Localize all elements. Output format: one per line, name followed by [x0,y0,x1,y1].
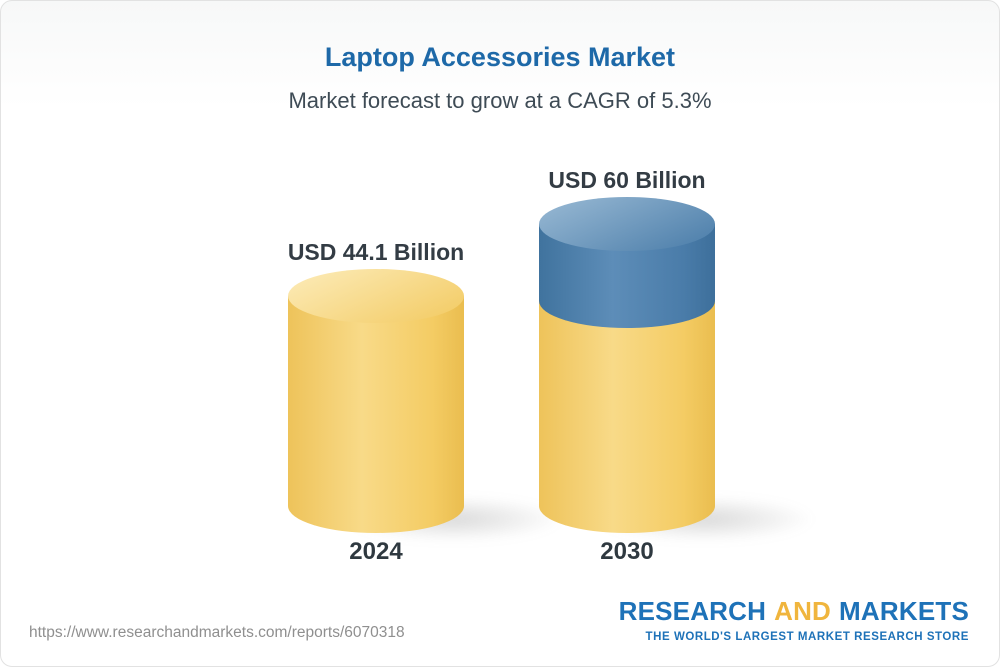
bar-2030-base-segment [539,301,715,533]
brand-word-markets: MARKETS [839,596,969,626]
bar-2030-top-cap [539,197,715,251]
report-url: https://www.researchandmarkets.com/repor… [29,624,405,641]
value-label-2024: USD 44.1 Billion [287,239,465,265]
x-axis-label-2024: 2024 [349,538,403,565]
page-title: Laptop Accessories Market [324,42,676,72]
x-axis-label-2030: 2030 [600,538,654,565]
brand-word-and: AND [774,596,832,626]
brand-logo: RESEARCH AND MARKETS THE WORLD'S LARGEST M… [619,596,969,643]
page-subtitle: Market forecast to grow at a CAGR of 5.3… [288,88,712,113]
bar-2024 [288,269,571,543]
bar-2024-top-cap [288,269,464,323]
brand-logo-wordmark: RESEARCH AND MARKETS [619,596,969,627]
bar-2024-base-segment [288,296,464,533]
value-label-2030: USD 60 Billion [548,167,706,193]
bar-2030 [539,197,822,543]
brand-word-research: RESEARCH [618,596,767,626]
brand-tagline: THE WORLD'S LARGEST MARKET RESEARCH STOR… [645,631,969,643]
